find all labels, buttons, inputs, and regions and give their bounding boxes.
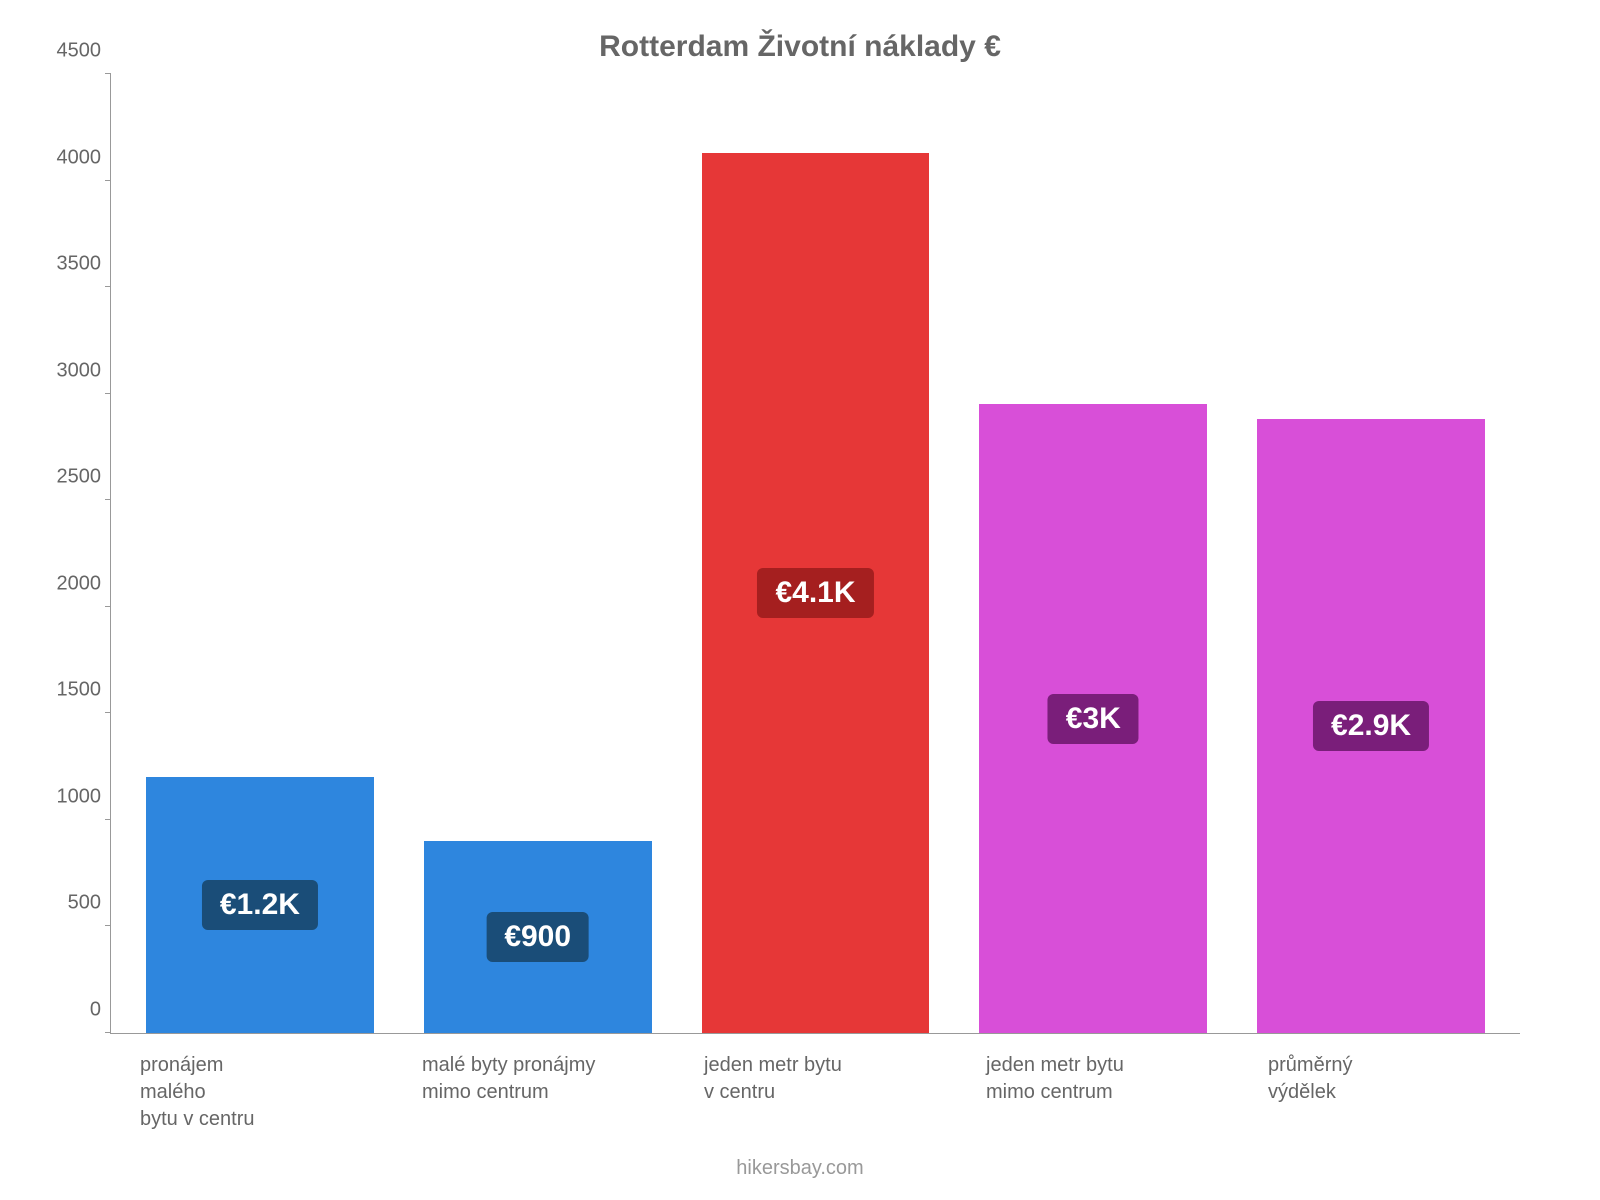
bar-value-label: €4.1K [757,568,873,618]
x-axis-label: průměrný výdělek [1268,1052,1490,1106]
bar-slot: €4.1K [677,74,955,1033]
bar-value-label: €3K [1048,694,1139,744]
bar-value-label: €900 [486,912,589,962]
plot-area: €1.2K€900€4.1K€3K€2.9K 05001000150020002… [110,74,1520,1034]
y-tick-label: 1000 [41,785,101,808]
y-tick-mark [105,712,111,713]
x-axis-label: jeden metr bytu v centru [704,1052,926,1106]
y-tick-label: 4500 [41,40,101,63]
plot-axes: €1.2K€900€4.1K€3K€2.9K 05001000150020002… [110,74,1520,1034]
y-tick-label: 500 [41,892,101,915]
x-label-slot: jeden metr bytu mimo centrum [956,1034,1238,1133]
x-axis-label: pronájem malého bytu v centru [140,1052,362,1133]
y-tick-mark [105,393,111,394]
y-tick-label: 2500 [41,466,101,489]
y-tick-mark [105,286,111,287]
x-axis-label: malé byty pronájmy mimo centrum [422,1052,644,1106]
y-tick-mark [105,1032,111,1033]
bar: €3K [979,404,1207,1033]
chart-title: Rotterdam Životní náklady € [40,30,1560,64]
bar-value-label: €2.9K [1313,701,1429,751]
x-label-slot: průměrný výdělek [1238,1034,1520,1133]
chart-container: Rotterdam Životní náklady € €1.2K €900 €4.… [0,0,1600,1200]
bars-group: €1.2K €900 €4.1K €3K €2.9K [111,74,1520,1033]
x-label-slot: malé byty pronájmy mimo centrum [392,1034,674,1133]
y-tick-label: 0 [41,999,101,1022]
chart-footer: hikersbay.com [0,1157,1600,1180]
bar-slot: €900 [399,74,677,1033]
bar-slot: €2.9K [1232,74,1510,1033]
y-tick-label: 2000 [41,572,101,595]
y-tick-label: 3500 [41,253,101,276]
x-label-slot: jeden metr bytu v centru [674,1034,956,1133]
x-axis-label: jeden metr bytu mimo centrum [986,1052,1208,1106]
y-tick-mark [105,606,111,607]
x-label-slot: pronájem malého bytu v centru [110,1034,392,1133]
y-tick-mark [105,73,111,74]
bar-slot: €1.2K [121,74,399,1033]
bar-value-label: €1.2K [202,880,318,930]
bar: €4.1K [702,153,930,1033]
x-axis-labels: pronájem malého bytu v centru malé byty p… [110,1034,1520,1133]
y-tick-label: 3000 [41,359,101,382]
y-tick-label: 1500 [41,679,101,702]
y-tick-mark [105,925,111,926]
y-tick-label: 4000 [41,146,101,169]
bar: €1.2K [146,777,374,1033]
bar-slot: €3K [954,74,1232,1033]
y-tick-mark [105,180,111,181]
bar: €2.9K [1257,419,1485,1033]
y-tick-mark [105,819,111,820]
bar: €900 [424,841,652,1033]
y-tick-mark [105,499,111,500]
